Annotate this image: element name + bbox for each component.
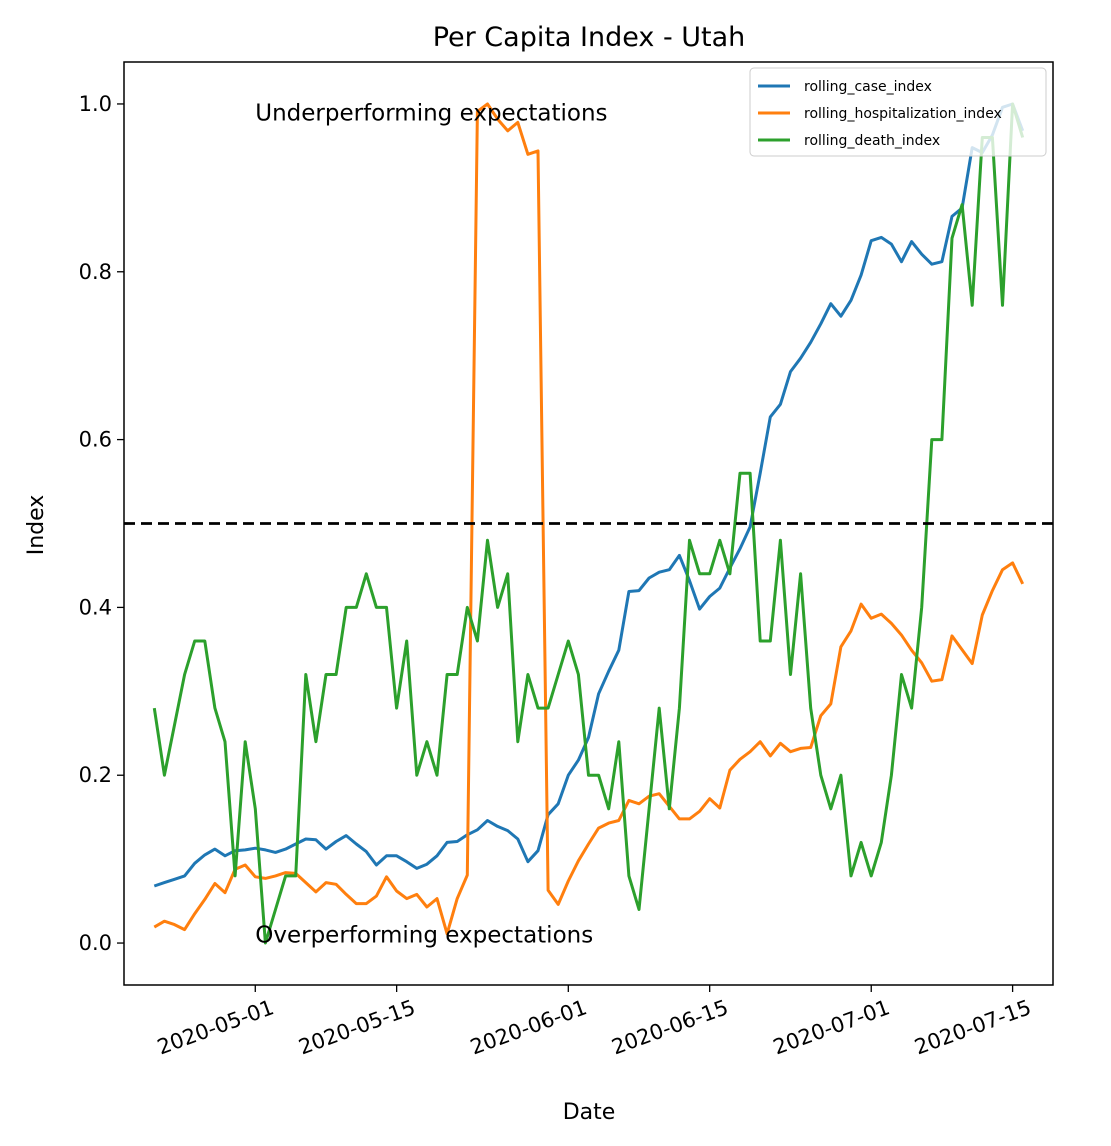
y-tick-label: 0.4	[79, 595, 112, 619]
y-axis-label: Index	[24, 495, 49, 556]
y-tick-label: 0.6	[79, 428, 112, 452]
y-tick-label: 0.8	[79, 260, 112, 284]
x-tick-label: 2020-07-15	[911, 995, 1034, 1059]
series-line-rolling_case_index	[153, 102, 1025, 888]
legend-box	[749, 67, 1047, 157]
plot-area: 0.0 0.2 0.4 0.6 0.8 1.0 2020-05-01 2020-05-15 20…	[79, 92, 1053, 1059]
annotation-text: Overperforming expectations	[255, 923, 593, 949]
x-tick-label: 2020-05-15	[295, 995, 418, 1059]
x-tick-label: 2020-06-01	[467, 995, 590, 1059]
legend-label: rolling_case_index	[804, 79, 932, 95]
chart-title: Per Capita Index - Utah	[433, 22, 746, 53]
legend: rolling_case_index rolling_hospitalizatio…	[749, 67, 1047, 157]
legend-label: rolling_hospitalization_index	[804, 106, 1002, 122]
x-tick-label: 2020-07-01	[770, 995, 893, 1059]
series-line-rolling_hospitalization_index	[153, 102, 1025, 936]
y-tick-label: 0.0	[79, 931, 112, 955]
y-tick-label: 1.0	[79, 92, 112, 116]
annotation-text: Underperforming expectations	[255, 100, 607, 126]
plot-frame	[123, 61, 1054, 986]
x-tick-label: 2020-05-01	[154, 995, 277, 1059]
series-line-rolling_death_index	[152, 102, 1025, 945]
x-tick-label: 2020-06-15	[608, 995, 731, 1059]
y-tick-label: 0.2	[79, 763, 112, 787]
x-axis-label: Date	[563, 1100, 616, 1125]
legend-label: rolling_death_index	[804, 133, 940, 149]
